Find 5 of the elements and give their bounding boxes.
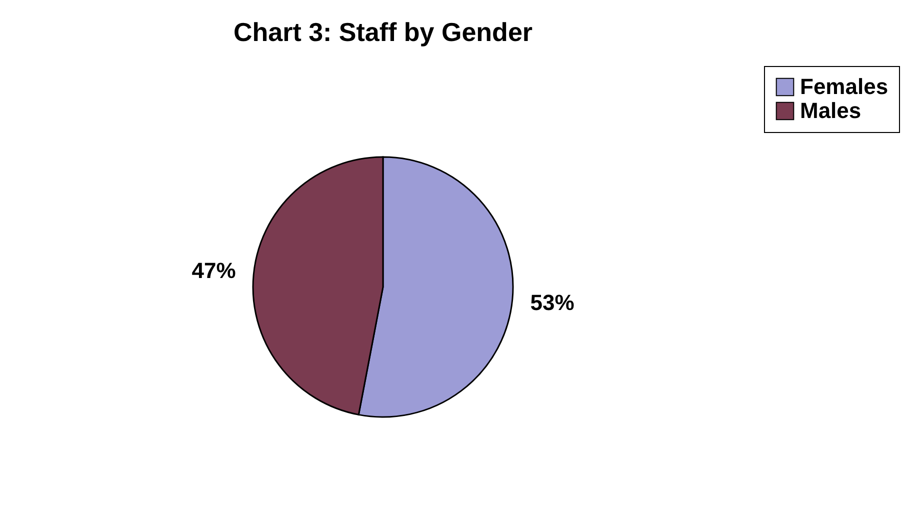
chart-title: Chart 3: Staff by Gender — [233, 17, 533, 47]
data-label: 53% — [530, 290, 574, 315]
data-label: 47% — [192, 258, 236, 283]
legend-label: Males — [800, 98, 862, 123]
legend-label: Females — [800, 74, 888, 99]
